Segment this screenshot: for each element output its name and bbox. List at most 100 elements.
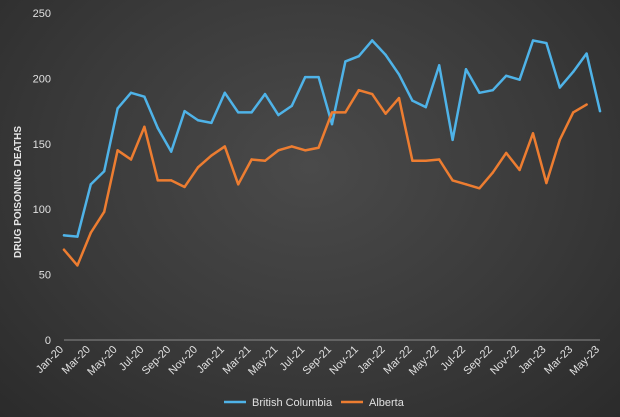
data-point-alberta: [317, 146, 320, 149]
data-point-alberta: [518, 168, 521, 172]
legend-label-alberta: Alberta: [369, 397, 405, 409]
data-point-alberta: [478, 187, 481, 190]
data-point-british-columbia: [210, 121, 213, 125]
x-tick-label: May-20: [85, 344, 119, 378]
data-point-british-columbia: [304, 75, 307, 79]
x-tick-label: May-21: [246, 344, 280, 378]
x-tick-label: Nov-21: [327, 344, 361, 378]
data-point-alberta: [397, 96, 401, 100]
data-point-british-columbia: [76, 235, 79, 238]
data-point-british-columbia: [317, 75, 320, 79]
data-point-alberta: [129, 158, 133, 161]
legend: British Columbia Alberta: [224, 397, 405, 409]
data-point-alberta: [170, 179, 173, 182]
data-point-alberta: [277, 149, 280, 152]
data-point-british-columbia: [223, 91, 226, 94]
data-point-alberta: [357, 88, 360, 92]
data-point-british-columbia: [384, 53, 387, 57]
data-point-alberta: [384, 112, 387, 115]
data-point-alberta: [344, 111, 347, 114]
x-tick-label: Sep-20: [140, 344, 174, 378]
data-point-british-columbia: [451, 138, 454, 142]
x-tick-label: May-22: [407, 344, 441, 378]
x-tick-label: Sep-21: [301, 344, 335, 378]
data-point-alberta: [196, 166, 200, 169]
data-point-british-columbia: [116, 107, 119, 110]
data-point-alberta: [424, 159, 427, 162]
data-point-british-columbia: [263, 92, 267, 96]
x-tick-label: Nov-22: [488, 344, 522, 378]
data-point-alberta: [464, 183, 468, 186]
legend-label-british-columbia: British Columbia: [252, 397, 333, 409]
x-tick-label: Sep-22: [461, 344, 495, 378]
data-point-alberta: [183, 185, 186, 189]
data-point-british-columbia: [491, 88, 494, 92]
data-point-alberta: [62, 248, 66, 251]
data-point-alberta: [143, 125, 146, 128]
data-point-alberta: [250, 158, 253, 161]
data-point-alberta: [290, 145, 293, 148]
y-tick-label: 200: [33, 73, 51, 85]
data-point-british-columbia: [156, 126, 159, 130]
data-point-alberta: [263, 159, 267, 162]
data-point-alberta: [411, 159, 414, 162]
data-point-british-columbia: [505, 74, 508, 77]
data-point-alberta: [223, 145, 226, 148]
data-point-british-columbia: [478, 91, 481, 94]
y-tick-label: 0: [45, 335, 51, 347]
data-point-alberta: [451, 179, 454, 182]
data-point-alberta: [531, 132, 535, 135]
data-point-alberta: [545, 181, 548, 185]
data-point-alberta: [585, 103, 588, 106]
series-line-alberta: [62, 88, 588, 267]
data-point-british-columbia: [103, 170, 106, 173]
y-tick-label: 50: [39, 270, 51, 282]
data-point-british-columbia: [62, 234, 66, 237]
data-point-alberta: [210, 154, 213, 157]
data-point-alberta: [156, 179, 159, 182]
x-tick-label: Nov-20: [167, 344, 201, 378]
data-point-british-columbia: [277, 113, 280, 117]
data-point-british-columbia: [357, 54, 360, 58]
data-point-british-columbia: [572, 70, 575, 74]
data-point-alberta: [330, 111, 334, 114]
data-point-british-columbia: [438, 64, 441, 67]
data-point-british-columbia: [424, 105, 427, 109]
axes: 050100150200250Jan-20Mar-20May-20Jul-20S…: [33, 8, 602, 378]
data-point-british-columbia: [143, 95, 146, 98]
data-point-alberta: [491, 171, 494, 174]
data-point-british-columbia: [411, 99, 414, 102]
data-point-british-columbia: [250, 111, 253, 114]
data-point-alberta: [438, 158, 441, 161]
data-point-alberta: [572, 111, 575, 114]
data-point-british-columbia: [598, 109, 602, 113]
data-point-alberta: [371, 92, 374, 96]
y-tick-label: 150: [33, 139, 51, 151]
y-axis-label: DRUG POISONING DEATHS: [13, 126, 24, 258]
data-point-alberta: [103, 210, 106, 214]
data-point-alberta: [505, 151, 508, 155]
data-point-alberta: [237, 183, 240, 186]
series-layer: [62, 39, 602, 267]
data-point-british-columbia: [397, 73, 401, 76]
data-point-alberta: [76, 264, 79, 267]
x-tick-label: May-23: [568, 344, 602, 378]
data-point-british-columbia: [518, 78, 521, 81]
data-point-british-columbia: [464, 68, 468, 71]
data-point-british-columbia: [330, 122, 334, 126]
data-point-british-columbia: [196, 119, 200, 122]
y-tick-label: 250: [33, 8, 51, 20]
data-point-british-columbia: [344, 60, 347, 63]
data-point-alberta: [304, 149, 307, 152]
data-point-british-columbia: [129, 91, 133, 94]
data-point-british-columbia: [371, 39, 374, 42]
data-point-british-columbia: [585, 52, 588, 55]
data-point-british-columbia: [531, 39, 535, 42]
data-point-british-columbia: [558, 86, 561, 89]
data-point-alberta: [116, 149, 119, 152]
data-point-british-columbia: [183, 109, 186, 113]
data-point-british-columbia: [290, 104, 293, 108]
data-point-british-columbia: [237, 111, 240, 114]
